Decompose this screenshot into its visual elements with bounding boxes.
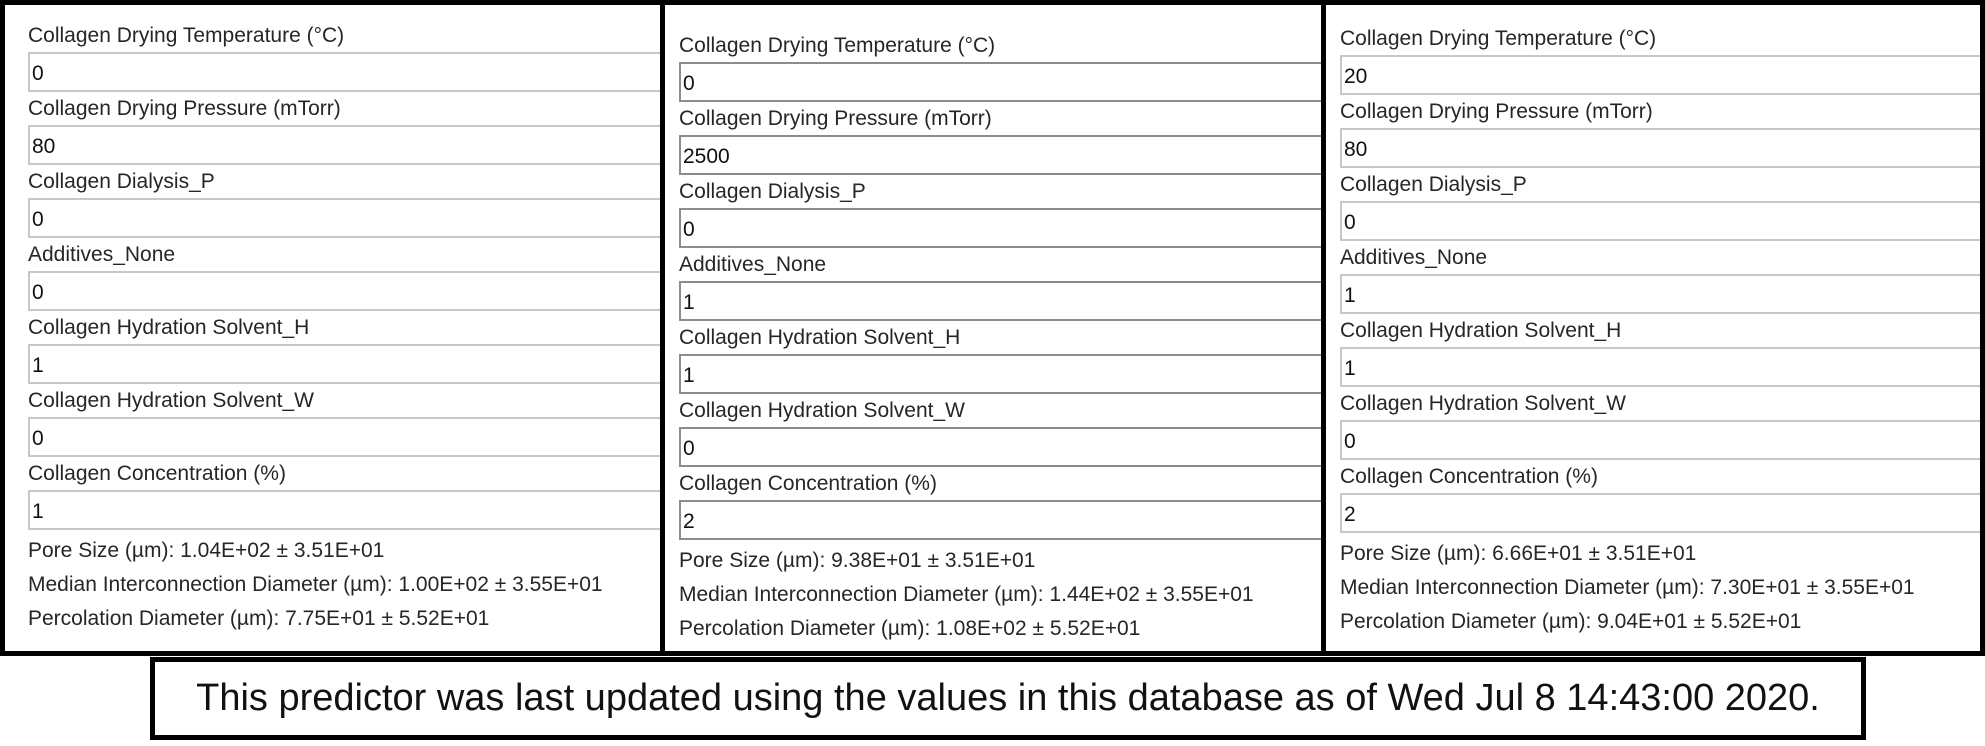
hydration-solvent-w-label: Collagen Hydration Solvent_W (1340, 392, 1626, 415)
drying-pressure-label: Collagen Drying Pressure (mTorr) (679, 107, 992, 130)
hydration-solvent-w-label: Collagen Hydration Solvent_W (28, 389, 314, 412)
prediction-results: Pore Size (µm): 6.66E+01 ± 3.51E+01 Medi… (1340, 537, 1980, 639)
dialysis-p-input[interactable] (28, 198, 660, 238)
drying-temperature-label: Collagen Drying Temperature (°C) (1340, 27, 1657, 50)
last-updated-text: This predictor was last updated using th… (196, 677, 1820, 719)
hydration-solvent-w-label: Collagen Hydration Solvent_W (679, 399, 965, 422)
additives-none-label: Additives_None (1340, 246, 1488, 269)
dialysis-p-label: Collagen Dialysis_P (28, 170, 215, 193)
collagen-concentration-input[interactable] (28, 490, 660, 530)
drying-temperature-input[interactable] (1340, 55, 1980, 95)
drying-temperature-label: Collagen Drying Temperature (°C) (679, 34, 996, 57)
hydration-solvent-h-input[interactable] (1340, 347, 1980, 387)
dialysis-p-label: Collagen Dialysis_P (679, 180, 866, 203)
hydration-solvent-h-input[interactable] (679, 354, 1321, 394)
predictor-panel-3: Collagen Drying Temperature (°C) Collage… (1321, 5, 1980, 651)
additives-none-input[interactable] (679, 281, 1321, 321)
drying-pressure-label: Collagen Drying Pressure (mTorr) (1340, 100, 1653, 123)
pore-size-result: Pore Size (µm): 6.66E+01 ± 3.51E+01 (1340, 542, 1697, 565)
drying-pressure-input[interactable] (679, 135, 1321, 175)
hydration-solvent-h-label: Collagen Hydration Solvent_H (28, 316, 310, 339)
drying-temperature-label: Collagen Drying Temperature (°C) (28, 24, 345, 47)
hydration-solvent-h-input[interactable] (28, 344, 660, 384)
predictor-panels: Collagen Drying Temperature (°C) Collage… (0, 0, 1985, 656)
collagen-concentration-input[interactable] (1340, 493, 1980, 533)
drying-pressure-label: Collagen Drying Pressure (mTorr) (28, 97, 341, 120)
hydration-solvent-w-input[interactable] (28, 417, 660, 457)
drying-pressure-input[interactable] (28, 125, 660, 165)
collagen-concentration-label: Collagen Concentration (%) (28, 462, 286, 485)
percolation-diameter-result: Percolation Diameter (µm): 9.04E+01 ± 5.… (1340, 610, 1802, 633)
additives-none-label: Additives_None (28, 243, 176, 266)
dialysis-p-label: Collagen Dialysis_P (1340, 173, 1527, 196)
drying-temperature-input[interactable] (679, 62, 1321, 102)
interconnection-diameter-result: Median Interconnection Diameter (µm): 1.… (28, 573, 603, 596)
interconnection-diameter-result: Median Interconnection Diameter (µm): 1.… (679, 583, 1254, 606)
dialysis-p-input[interactable] (1340, 201, 1980, 241)
pore-size-result: Pore Size (µm): 1.04E+02 ± 3.51E+01 (28, 539, 385, 562)
collagen-concentration-input[interactable] (679, 500, 1321, 540)
drying-temperature-input[interactable] (28, 52, 660, 92)
predictor-panel-1: Collagen Drying Temperature (°C) Collage… (5, 5, 660, 651)
hydration-solvent-w-input[interactable] (1340, 420, 1980, 460)
collagen-concentration-label: Collagen Concentration (%) (1340, 465, 1598, 488)
hydration-solvent-h-label: Collagen Hydration Solvent_H (679, 326, 961, 349)
interconnection-diameter-result: Median Interconnection Diameter (µm): 7.… (1340, 576, 1915, 599)
pore-size-result: Pore Size (µm): 9.38E+01 ± 3.51E+01 (679, 549, 1036, 572)
additives-none-label: Additives_None (679, 253, 827, 276)
last-updated-banner: This predictor was last updated using th… (150, 657, 1866, 740)
collagen-concentration-label: Collagen Concentration (%) (679, 472, 937, 495)
additives-none-input[interactable] (28, 271, 660, 311)
dialysis-p-input[interactable] (679, 208, 1321, 248)
additives-none-input[interactable] (1340, 274, 1980, 314)
prediction-results: Pore Size (µm): 1.04E+02 ± 3.51E+01 Medi… (28, 534, 660, 636)
percolation-diameter-result: Percolation Diameter (µm): 7.75E+01 ± 5.… (28, 607, 490, 630)
drying-pressure-input[interactable] (1340, 128, 1980, 168)
hydration-solvent-h-label: Collagen Hydration Solvent_H (1340, 319, 1622, 342)
predictor-panel-2: Collagen Drying Temperature (°C) Collage… (660, 5, 1321, 651)
percolation-diameter-result: Percolation Diameter (µm): 1.08E+02 ± 5.… (679, 617, 1141, 640)
prediction-results: Pore Size (µm): 9.38E+01 ± 3.51E+01 Medi… (679, 544, 1321, 646)
hydration-solvent-w-input[interactable] (679, 427, 1321, 467)
